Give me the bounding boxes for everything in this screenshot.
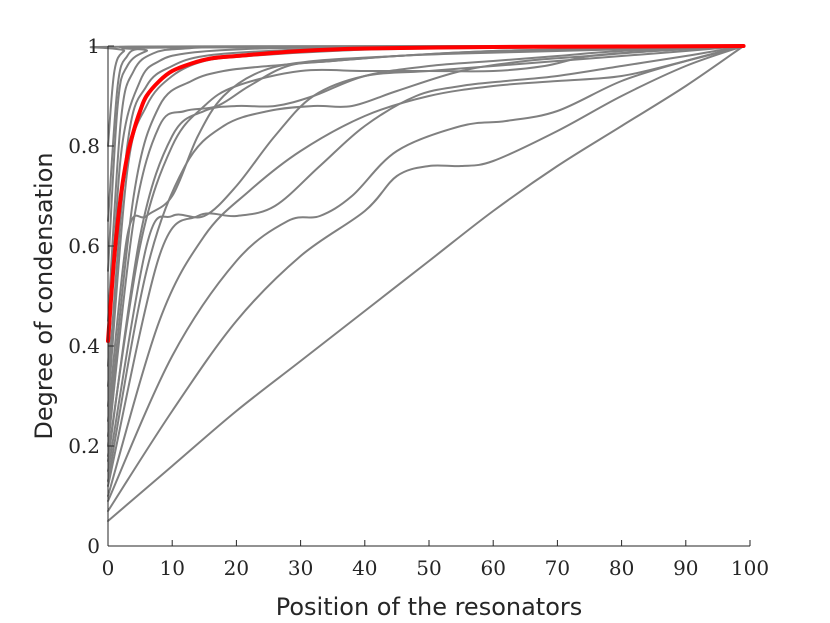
y-tick-label: 0.4	[68, 334, 100, 358]
x-tick-label: 100	[731, 556, 769, 580]
series-line-2	[107, 45, 745, 502]
x-tick-label: 30	[288, 556, 313, 580]
y-tick-label: 0.8	[68, 134, 100, 158]
axes	[107, 46, 750, 547]
series-line-11	[107, 45, 745, 422]
y-tick-label: 0.6	[68, 234, 100, 258]
highlight-series-line	[106, 44, 746, 343]
series-line-8	[107, 45, 745, 457]
y-axis-title: Degree of condensation	[30, 152, 58, 439]
y-axis-ticks: 0 0.2 0.4 0.6 0.8 1	[68, 34, 114, 558]
series-line-14	[107, 45, 745, 367]
series-line-3	[107, 45, 745, 497]
series-line-1	[107, 45, 745, 512]
series-line-4	[107, 45, 745, 487]
x-tick-label: 0	[102, 556, 115, 580]
x-tick-label: 80	[609, 556, 634, 580]
series-line-6	[107, 45, 745, 472]
x-tick-label: 60	[480, 556, 505, 580]
x-tick-label: 90	[673, 556, 698, 580]
y-tick-label: 0	[87, 534, 100, 558]
y-tick-label: 1	[87, 34, 100, 58]
curve-layer	[89, 44, 746, 522]
x-tick-label: 40	[352, 556, 377, 580]
series-line-7	[107, 45, 745, 462]
x-axis-title: Position of the resonators	[276, 593, 583, 621]
x-axis-ticks: 0 10 20 30 40 50 60 70 80 90 100	[102, 540, 769, 580]
x-tick-label: 20	[224, 556, 249, 580]
y-tick-label: 0.2	[68, 434, 100, 458]
x-tick-label: 70	[545, 556, 570, 580]
x-tick-label: 50	[416, 556, 441, 580]
series-line-0	[107, 45, 745, 522]
x-tick-label: 10	[159, 556, 184, 580]
series-line-12	[107, 45, 745, 407]
series-line-15	[107, 45, 745, 322]
series-line-10	[107, 45, 745, 437]
